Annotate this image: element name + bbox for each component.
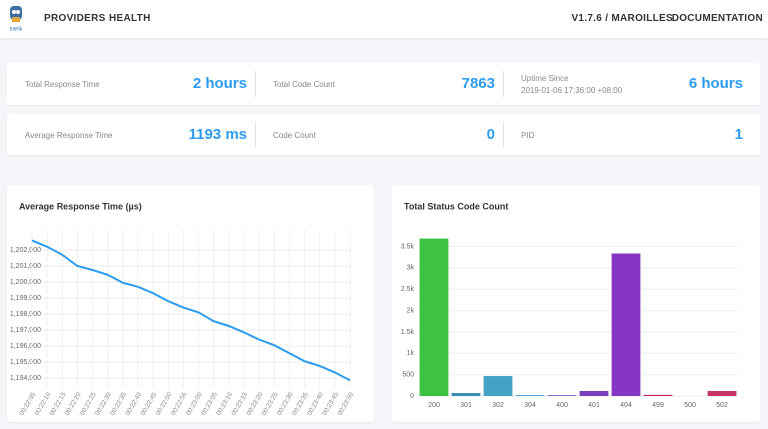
x-tick-label: 404	[620, 402, 632, 409]
separator	[255, 71, 256, 97]
x-tick-label: 400	[556, 402, 568, 409]
stat-value: 1193 ms	[188, 126, 247, 143]
x-tick-label: 302	[492, 402, 504, 409]
separator	[503, 122, 504, 148]
logo-body	[12, 17, 20, 22]
y-tick-label: 1,197,000	[10, 327, 41, 334]
line-series	[31, 239, 351, 382]
version-link[interactable]: V1.7.6 / MAROILLES	[571, 13, 673, 24]
x-tick-label: 401	[588, 402, 600, 409]
y-tick-label: 3k	[407, 265, 415, 272]
stat-value: 1	[734, 126, 743, 143]
stat-label: Total Code Count	[273, 80, 335, 89]
y-tick-label: 1,201,000	[10, 263, 41, 270]
bar	[547, 395, 577, 396]
bar	[451, 393, 481, 396]
logo-eye	[16, 10, 20, 14]
y-tick-label: 3.5k	[401, 243, 415, 250]
separator	[503, 71, 504, 97]
stat: Total Code Count 7863	[255, 63, 503, 105]
chart-title: Total Status Code Count	[404, 201, 508, 211]
y-tick-label: 1.5k	[401, 329, 415, 336]
stat-label: Total Response Time	[25, 80, 100, 89]
x-tick-label: 304	[524, 402, 536, 409]
x-tick-label: 301	[460, 402, 472, 409]
y-tick-label: 1,202,000	[10, 247, 41, 254]
bar	[419, 238, 449, 396]
y-tick-label: 1,195,000	[10, 359, 41, 366]
stat-value: 7863	[461, 75, 495, 92]
stat-label: Code Count	[273, 131, 316, 140]
stat-value: 2 hours	[192, 75, 247, 92]
x-tick-label: 200	[428, 402, 440, 409]
bar	[611, 253, 641, 396]
stat-value: 0	[486, 126, 495, 143]
y-tick-label: 1,199,000	[10, 295, 41, 302]
header: træfik PROVIDERS HEALTH V1.7.6 / MAROILL…	[0, 0, 768, 38]
bar	[707, 391, 737, 396]
x-tick-label: 499	[652, 402, 664, 409]
y-tick-label: 1,200,000	[10, 279, 41, 286]
stat: Total Response Time 2 hours	[7, 63, 255, 105]
stat: Code Count 0	[255, 114, 503, 155]
chart-card: Average Response Time (µs) 1,194,000 1,195…	[7, 185, 374, 422]
bar	[483, 376, 513, 396]
bar-chart: Total Status Code Count 0 500 1k 1.5k 2k 2.5k 3…	[401, 201, 738, 409]
logo-icon	[10, 6, 22, 20]
y-tick-label: 2.5k	[401, 286, 415, 293]
y-tick-label: 0	[410, 393, 414, 400]
x-tick-label: 500	[684, 402, 696, 409]
x-tick-label: 502	[716, 402, 728, 409]
chart-title: Average Response Time (µs)	[19, 201, 142, 211]
stat: PID 1	[503, 114, 751, 155]
stat-sub: 2019-01-06 17:36:00 +08:00	[521, 86, 623, 95]
stat-label: PID	[521, 131, 535, 140]
y-tick-label: 1,198,000	[10, 311, 41, 318]
stat-label: Uptime Since	[521, 74, 569, 83]
nav-link[interactable]: HEALTH	[109, 13, 151, 24]
bar	[579, 391, 609, 396]
y-tick-label: 1k	[407, 350, 415, 357]
logo-eye	[12, 10, 16, 14]
bar	[515, 395, 545, 396]
logo-text: træfik	[10, 26, 23, 32]
stat: Average Response Time 1193 ms	[7, 114, 255, 155]
y-tick-label: 1,196,000	[10, 343, 41, 350]
stat: Uptime Since 2019-01-06 17:36:00 +08:00 6 …	[503, 63, 751, 105]
nav-link[interactable]: PROVIDERS	[44, 13, 106, 24]
y-tick-label: 1,194,000	[10, 375, 41, 382]
stat-card: Total Response Time 2 hours Total Code Cou…	[7, 63, 760, 105]
stat-label: Average Response Time	[25, 131, 113, 140]
stat-card: Average Response Time 1193 ms Code Count 0 P…	[7, 114, 760, 155]
separator	[255, 122, 256, 148]
logo: træfik	[10, 6, 23, 32]
bar	[643, 394, 673, 396]
line-chart: Average Response Time (µs) 1,194,000 1,195…	[10, 201, 356, 416]
y-tick-label: 2k	[407, 307, 415, 314]
y-tick-label: 500	[402, 371, 414, 378]
docs-link[interactable]: DOCUMENTATION	[671, 13, 763, 24]
stat-value: 6 hours	[688, 75, 743, 92]
chart-card: Total Status Code Count 0 500 1k 1.5k 2k 2.5k 3…	[392, 185, 760, 422]
